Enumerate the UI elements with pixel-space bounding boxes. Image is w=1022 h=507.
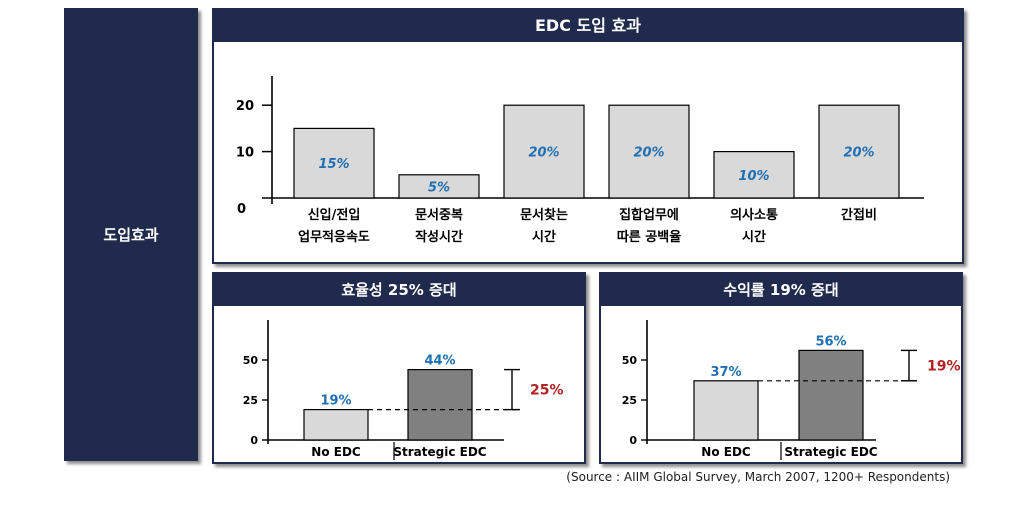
- bar-value-label: 20%: [633, 146, 664, 161]
- side-label: 도입효과: [103, 226, 159, 244]
- y-tick-label: 0: [237, 202, 246, 217]
- x-tick-label: No EDC: [311, 445, 361, 459]
- bar: [398, 174, 480, 199]
- y-tick-label: 0: [250, 434, 258, 447]
- x-tick-label: Strategic EDC: [784, 445, 877, 459]
- x-tick-label: 문서중복: [415, 208, 463, 223]
- x-tick-label: 문서찾는: [520, 207, 568, 223]
- bar: [713, 150, 795, 199]
- efficiency-title: 효율성 25% 증대: [214, 274, 584, 306]
- bar-value-label: 20%: [843, 146, 874, 161]
- x-tick-label: 따른 공백율: [617, 229, 681, 245]
- x-tick-label: 의사소통: [730, 207, 778, 223]
- y-tick-label: 20: [236, 99, 254, 114]
- efficiency-panel: 효율성 25% 증대 0 25 50 19% No EDC 44% Strategic ED…: [212, 272, 586, 464]
- y-tick-label: 25: [243, 394, 258, 407]
- bar-value-label: 37%: [710, 365, 741, 380]
- side-panel: 도입효과: [64, 8, 198, 461]
- y-tick-label: 10: [236, 146, 254, 161]
- bar: [503, 104, 585, 199]
- source-note: (Source : AIIM Global Survey, March 2007…: [566, 470, 950, 484]
- x-tick-label: 작성시간: [415, 229, 463, 245]
- bar-value-label: 15%: [318, 157, 349, 172]
- x-tick-label: 시간: [532, 229, 556, 245]
- efficiency-chart: 0 25 50 19% No EDC 44% Strategic EDC 25%: [243, 320, 564, 460]
- x-tick-label: 신입/전입: [308, 207, 361, 223]
- profit-title: 수익률 19% 증대: [601, 274, 961, 306]
- bar-value-label: 44%: [424, 354, 455, 369]
- bar-value-label: 56%: [815, 334, 846, 349]
- y-tick-label: 0: [629, 434, 637, 447]
- bar: [693, 380, 759, 441]
- delta-label: 19%: [927, 359, 961, 375]
- profit-panel: 수익률 19% 증대 0 25 50 37% No EDC 56% Strategic ED…: [599, 272, 963, 464]
- bar-value-label: 19%: [320, 394, 351, 409]
- x-tick-label: 업무적응속도: [298, 229, 370, 245]
- y-tick-label: 25: [622, 394, 637, 407]
- x-tick-label: 시간: [742, 229, 766, 245]
- delta-label: 25%: [530, 383, 564, 399]
- bar-value-label: 5%: [428, 180, 450, 195]
- profit-chart: 0 25 50 37% No EDC 56% Strategic EDC 19%: [622, 320, 961, 460]
- x-tick-label: 간접비: [841, 207, 877, 223]
- bar: [303, 408, 369, 441]
- bar-value-label: 10%: [738, 169, 769, 184]
- bar: [818, 104, 900, 199]
- y-tick-label: 50: [622, 354, 638, 367]
- y-tick-label: 50: [243, 354, 259, 367]
- bar: [798, 349, 864, 441]
- x-tick-label: Strategic EDC: [393, 445, 486, 459]
- x-tick-label: No EDC: [701, 445, 751, 459]
- bar: [407, 368, 473, 441]
- bar: [608, 104, 690, 199]
- bar-value-label: 20%: [528, 146, 559, 161]
- x-tick-label: 집합업무에: [619, 207, 679, 223]
- edc-effect-title: EDC 도입 효과: [214, 10, 962, 42]
- bar: [293, 127, 375, 199]
